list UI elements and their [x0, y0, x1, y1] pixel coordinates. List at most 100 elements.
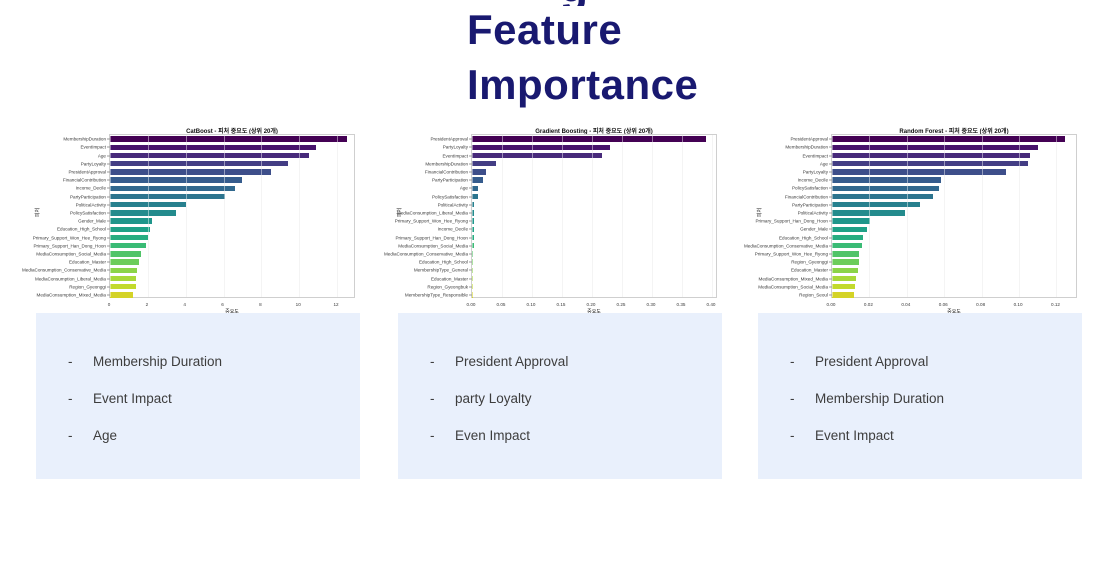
gridline-overlay — [337, 135, 339, 297]
y-category-label: MediaConsumption_Social_Media — [758, 284, 828, 290]
y-tick-mark — [829, 163, 832, 165]
y-tick-mark — [829, 196, 832, 197]
y-category-label: MembershipDuration — [785, 144, 828, 150]
y-tick-mark — [469, 155, 472, 156]
bar-Primary_Support_Han_Dong_Hoon — [110, 242, 146, 249]
bar-Primary_Support_Won_Hee_Ryong — [472, 218, 474, 224]
y-tick-mark — [469, 237, 472, 238]
x-tick-label: 0.02 — [863, 302, 873, 307]
list-item: - Age — [68, 428, 360, 443]
y-tick-mark — [107, 155, 110, 156]
bar-PolicySatisfaction — [110, 210, 177, 216]
bar-Primary_Support_Won_Hee_Ryong — [110, 234, 148, 241]
bar-Primary_Support_Han_Dong_Hoon — [472, 234, 474, 241]
gridline — [1056, 135, 1058, 297]
x-tick-label: 0.25 — [616, 302, 626, 307]
y-tick-mark — [469, 261, 472, 263]
y-category-label: PolicySatisfaction — [431, 194, 468, 199]
x-tick-label: 0.30 — [646, 302, 656, 307]
y-tick-mark — [469, 245, 472, 247]
clipped-letter-g: g — [554, 0, 588, 6]
list-item: - Event Impact — [790, 428, 1082, 443]
note-label: Event Impact — [815, 428, 894, 443]
note-label: Age — [93, 428, 118, 443]
gridline-overlay — [261, 135, 263, 297]
note-label: President Approval — [455, 354, 569, 369]
y-tick-mark — [829, 228, 832, 230]
list-item: - Membership Duration — [68, 354, 360, 369]
y-category-label: PartyParticipation — [791, 202, 828, 208]
plot-area: PresidentApproval PartyLoyalty EventImpact… — [384, 134, 717, 298]
bullet-dash: - — [430, 391, 435, 406]
y-tick-mark — [469, 220, 472, 222]
x-tick-label: 0.35 — [676, 302, 686, 307]
bar-PresidentApproval — [832, 136, 1065, 142]
gridline-overlay — [185, 135, 187, 297]
gridline — [147, 135, 149, 297]
y-axis-label: 피처 — [757, 207, 764, 218]
y-category-label: PolicySatisfaction — [791, 185, 828, 191]
x-tick-label: 0.06 — [938, 302, 948, 307]
y-tick-mark — [469, 138, 472, 140]
bar-Gender_Male — [832, 226, 867, 233]
y-category-label: Region_Gyeongbuk — [427, 284, 468, 290]
gridline-overlay — [622, 135, 623, 297]
y-tick-mark — [469, 163, 472, 165]
gridline — [652, 135, 653, 297]
note-label: Membership Duration — [93, 354, 223, 369]
y-category-label: Region_Gyeonggi — [69, 284, 106, 290]
y-tick-mark — [829, 187, 832, 189]
bar-Age — [472, 185, 478, 192]
y-tick-mark — [469, 204, 472, 206]
y-tick-mark — [829, 171, 832, 173]
y-tick-mark — [829, 253, 832, 255]
bar-MediaConsumption_Conservative_Media — [472, 251, 474, 257]
bar-MediaConsumption_Social_Media — [832, 283, 855, 290]
bullet-dash: - — [430, 354, 435, 369]
y-tick-mark — [829, 146, 832, 148]
y-tick-mark — [829, 179, 832, 181]
gridline-overlay — [906, 135, 908, 297]
y-category-label: PresidentApproval — [68, 169, 106, 175]
bar-PolicySatisfaction — [472, 193, 478, 200]
y-category-label: MembershipType_Responsible — [404, 292, 468, 298]
y-category-label: MediaConsumption_Mixed_Media — [758, 276, 828, 281]
bar-Region_Gyeongbuk — [472, 283, 473, 290]
gridline — [712, 135, 713, 297]
gridline-overlay — [832, 135, 833, 297]
bullet-dash: - — [790, 428, 795, 443]
bar-FinancialContribution — [832, 193, 934, 200]
bar-Income_Decile — [472, 226, 474, 233]
note-label: Membership Duration — [815, 391, 945, 406]
y-tick-mark — [829, 278, 832, 279]
x-tick-label: 4 — [183, 302, 186, 307]
y-category-label: Income_Decile — [75, 185, 106, 191]
x-tick-label: 0.40 — [706, 302, 716, 307]
y-tick-mark — [829, 294, 832, 296]
y-tick-mark — [107, 212, 110, 214]
y-category-label: Age — [819, 161, 828, 167]
y-category-label: Primary_Support_Won_Hee_Ryong — [754, 251, 828, 257]
gridline-overlay — [147, 135, 149, 297]
gridline — [981, 135, 983, 297]
y-category-label: MediaConsumption_Conservative_Media — [383, 251, 468, 257]
y-tick-mark — [469, 294, 472, 296]
bar-MediaConsumption_Conservative_Media — [832, 242, 862, 249]
y-category-label: PartyLoyalty — [802, 169, 828, 175]
y-category-label: FinancialContribution — [62, 177, 106, 183]
y-tick-mark — [829, 212, 832, 214]
gridline-overlay — [532, 135, 533, 297]
y-category-label: PresidentApproval — [790, 136, 828, 142]
gridline — [562, 135, 563, 297]
x-tick-label: 0.10 — [1013, 302, 1023, 307]
y-category-label: Primary_Support_Won_Hee_Ryong — [394, 218, 468, 224]
y-category-label: PresidentApproval — [430, 136, 468, 142]
bar-MediaConsumption_Liberal_Media — [472, 210, 475, 216]
bar-MembershipType_Responsible — [472, 292, 473, 298]
x-tick-label: 8 — [259, 302, 262, 307]
y-category-label: Income_Decile — [437, 226, 468, 232]
list-item: - party Loyalty — [430, 391, 722, 406]
y-category-label: Education_High_School — [418, 259, 468, 265]
x-tick-label: 0.00 — [466, 302, 476, 307]
